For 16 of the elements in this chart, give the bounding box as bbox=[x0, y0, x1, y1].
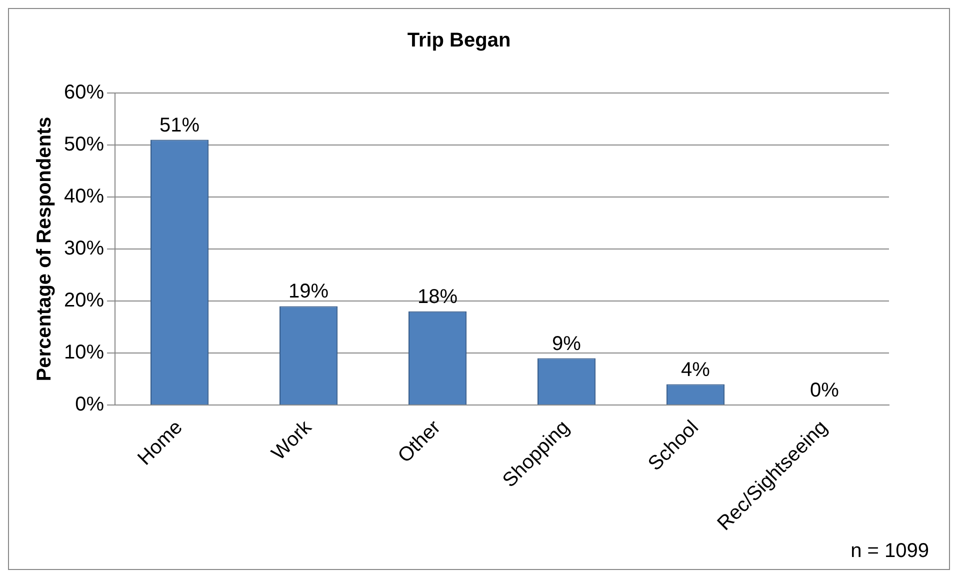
y-tick-label: 0% bbox=[75, 394, 104, 416]
data-label: 0% bbox=[810, 380, 840, 402]
text: n = 1099 bbox=[850, 540, 929, 563]
y-tick-label: 60% bbox=[64, 82, 104, 104]
y-tick-label: 20% bbox=[64, 290, 104, 312]
y-tick-label: 40% bbox=[64, 186, 104, 208]
data-label: 51% bbox=[160, 114, 200, 136]
y-tick-label: 10% bbox=[64, 342, 104, 364]
data-label: 4% bbox=[681, 358, 710, 381]
chart-title: Trip Began bbox=[407, 30, 511, 52]
y-tick-label: 50% bbox=[64, 134, 104, 156]
data-label: 9% bbox=[552, 332, 582, 355]
y-tick-label: 30% bbox=[64, 238, 104, 260]
data-label: 18% bbox=[418, 286, 458, 308]
y-axis-title: Percentage of Respondents bbox=[34, 116, 56, 382]
data-label: 19% bbox=[288, 280, 329, 303]
